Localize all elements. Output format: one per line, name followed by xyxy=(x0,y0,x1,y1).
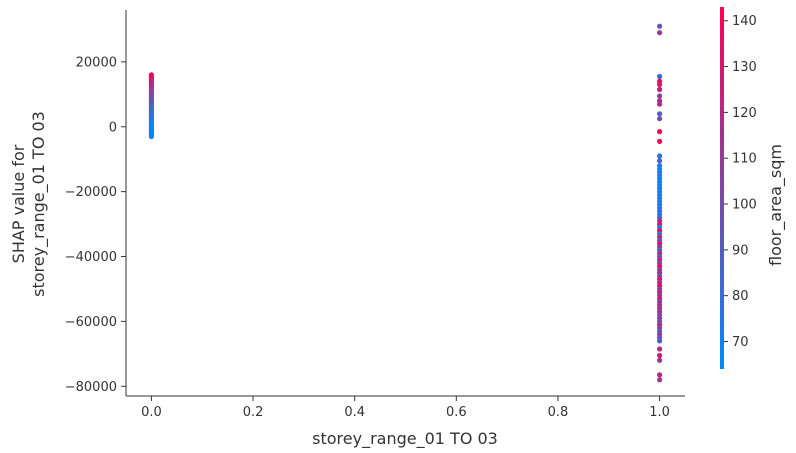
scatter-point xyxy=(657,138,663,144)
scatter-point xyxy=(657,346,663,352)
x-tick-label: 0.0 xyxy=(141,405,162,420)
y-tick-label: −60000 xyxy=(65,315,117,330)
colorbar-tick-label: 120 xyxy=(732,106,757,121)
scatter-point xyxy=(657,129,663,135)
scatter-points xyxy=(148,23,663,383)
scatter-point xyxy=(657,372,663,378)
colorbar-tick-label: 130 xyxy=(732,60,757,75)
y-tick-label: 20000 xyxy=(76,55,117,70)
y-axis-title-line-2: storey_range_01 TO 03 xyxy=(29,111,49,297)
y-tick-label: −40000 xyxy=(65,250,117,265)
scatter-point xyxy=(657,377,663,383)
scatter-point xyxy=(657,93,663,99)
scatter-point xyxy=(657,73,663,80)
scatter-point xyxy=(657,86,663,93)
y-tick-label: 0 xyxy=(109,120,117,135)
colorbar-tick-label: 90 xyxy=(732,243,749,258)
scatter-point xyxy=(657,101,663,107)
scatter-point xyxy=(657,357,663,363)
colorbar-title: floor_area_sqm xyxy=(766,144,786,266)
x-tick-label: 0.8 xyxy=(548,405,569,420)
y-tick-label: −80000 xyxy=(65,380,117,395)
colorbar xyxy=(720,7,724,369)
colorbar-tick-label: 70 xyxy=(732,335,749,350)
scatter-point xyxy=(657,338,663,344)
colorbar-tick-label: 110 xyxy=(732,152,757,167)
scatter-point xyxy=(148,133,154,140)
colorbar-tick-label: 140 xyxy=(732,14,757,29)
scatter-point xyxy=(657,82,663,88)
x-tick-label: 0.4 xyxy=(344,405,365,420)
x-tick-label: 1.0 xyxy=(649,405,670,420)
y-tick-label: −20000 xyxy=(65,185,117,200)
scatter-point xyxy=(657,153,663,159)
scatter-point xyxy=(657,352,663,359)
scatter-point xyxy=(657,158,663,164)
scatter-point xyxy=(657,111,663,117)
y-axis-title-line-1: SHAP value for xyxy=(9,144,28,263)
x-tick-label: 0.2 xyxy=(243,405,264,420)
scatter-point xyxy=(657,116,663,122)
scatter-point xyxy=(657,30,663,36)
colorbar-ticks: 70 80 90 100 110 120 130 140 xyxy=(724,14,757,350)
scatter-point xyxy=(657,23,663,29)
colorbar-tick-label: 100 xyxy=(732,198,757,213)
x-axis-ticks: 0.0 0.2 0.4 0.6 0.8 1.0 xyxy=(141,396,670,420)
y-axis-ticks: 20000 0 −20000 −40000 −60000 −80000 xyxy=(65,55,126,395)
colorbar-tick-label: 80 xyxy=(732,289,749,304)
x-tick-label: 0.6 xyxy=(446,405,467,420)
x-axis-title: storey_range_01 TO 03 xyxy=(312,429,498,449)
